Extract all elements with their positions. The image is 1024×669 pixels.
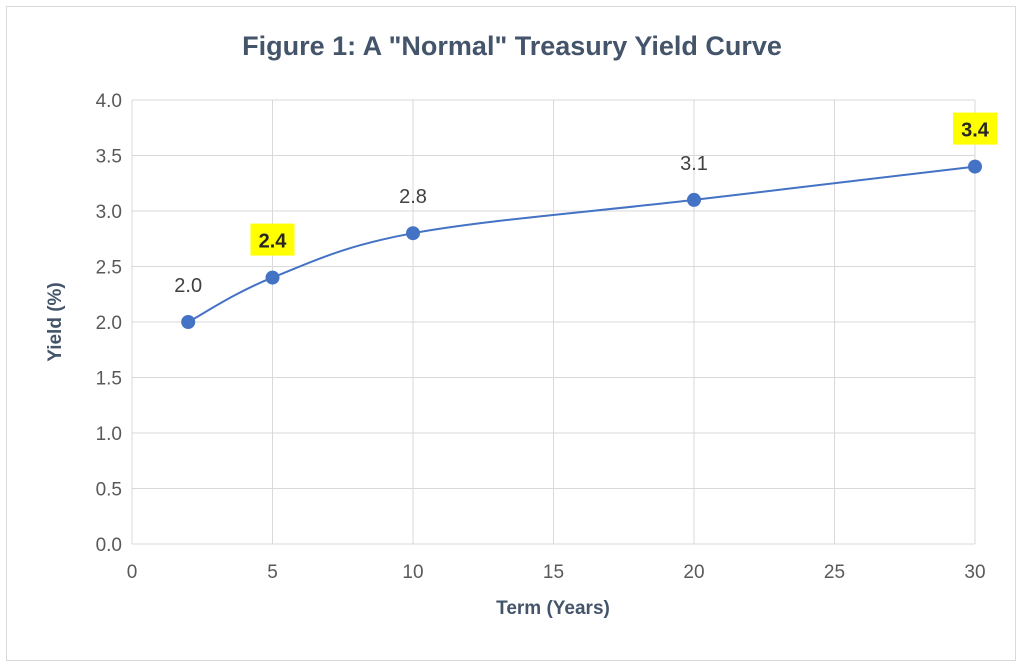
x-axis-label: Term (Years)	[496, 598, 610, 619]
x-tick-label: 30	[964, 562, 985, 583]
x-axis-tick-labels: 0 5 10 15 20 25 30	[127, 562, 986, 583]
series-yield	[181, 159, 982, 329]
series-line	[187, 165, 976, 323]
data-label-highlight	[953, 112, 997, 145]
data-point	[968, 159, 982, 174]
data-label: 3.4	[961, 120, 990, 142]
y-tick-label: 1.0	[96, 424, 122, 445]
x-tick-label: 15	[543, 562, 564, 583]
chart-title: Figure 1: A "Normal" Treasury Yield Curv…	[242, 31, 782, 61]
x-tick-label: 0	[127, 562, 138, 583]
x-tick-label: 25	[824, 562, 845, 583]
data-point	[181, 315, 196, 329]
data-labels: 2.0 2.4 2.8 3.1 3.4	[174, 112, 997, 297]
data-point	[687, 192, 701, 207]
data-label: 2.4	[259, 231, 288, 253]
y-tick-label: 1.5	[96, 369, 122, 390]
data-label: 2.0	[174, 275, 202, 297]
data-point	[406, 226, 420, 241]
chart-frame	[6, 6, 1016, 661]
y-tick-label: 3.0	[96, 202, 122, 223]
data-label: 2.8	[399, 186, 427, 208]
y-axis-tick-labels: 0.0 0.5 1.0 1.5 2.0 2.5 3.0 3.5 4.0	[96, 91, 122, 556]
gridlines	[131, 99, 976, 545]
x-tick-label: 5	[267, 562, 278, 583]
data-label: 3.1	[680, 153, 708, 175]
y-axis-label: Yield (%)	[45, 282, 66, 362]
y-tick-label: 0.0	[96, 535, 122, 556]
y-tick-label: 2.0	[96, 313, 122, 334]
data-point	[265, 270, 280, 285]
y-tick-label: 2.5	[96, 258, 122, 279]
x-tick-label: 20	[683, 562, 704, 583]
x-tick-label: 10	[402, 562, 423, 583]
y-tick-label: 0.5	[96, 480, 122, 501]
y-tick-label: 3.5	[96, 147, 122, 168]
y-tick-label: 4.0	[96, 91, 122, 112]
data-label-highlight	[250, 223, 295, 256]
